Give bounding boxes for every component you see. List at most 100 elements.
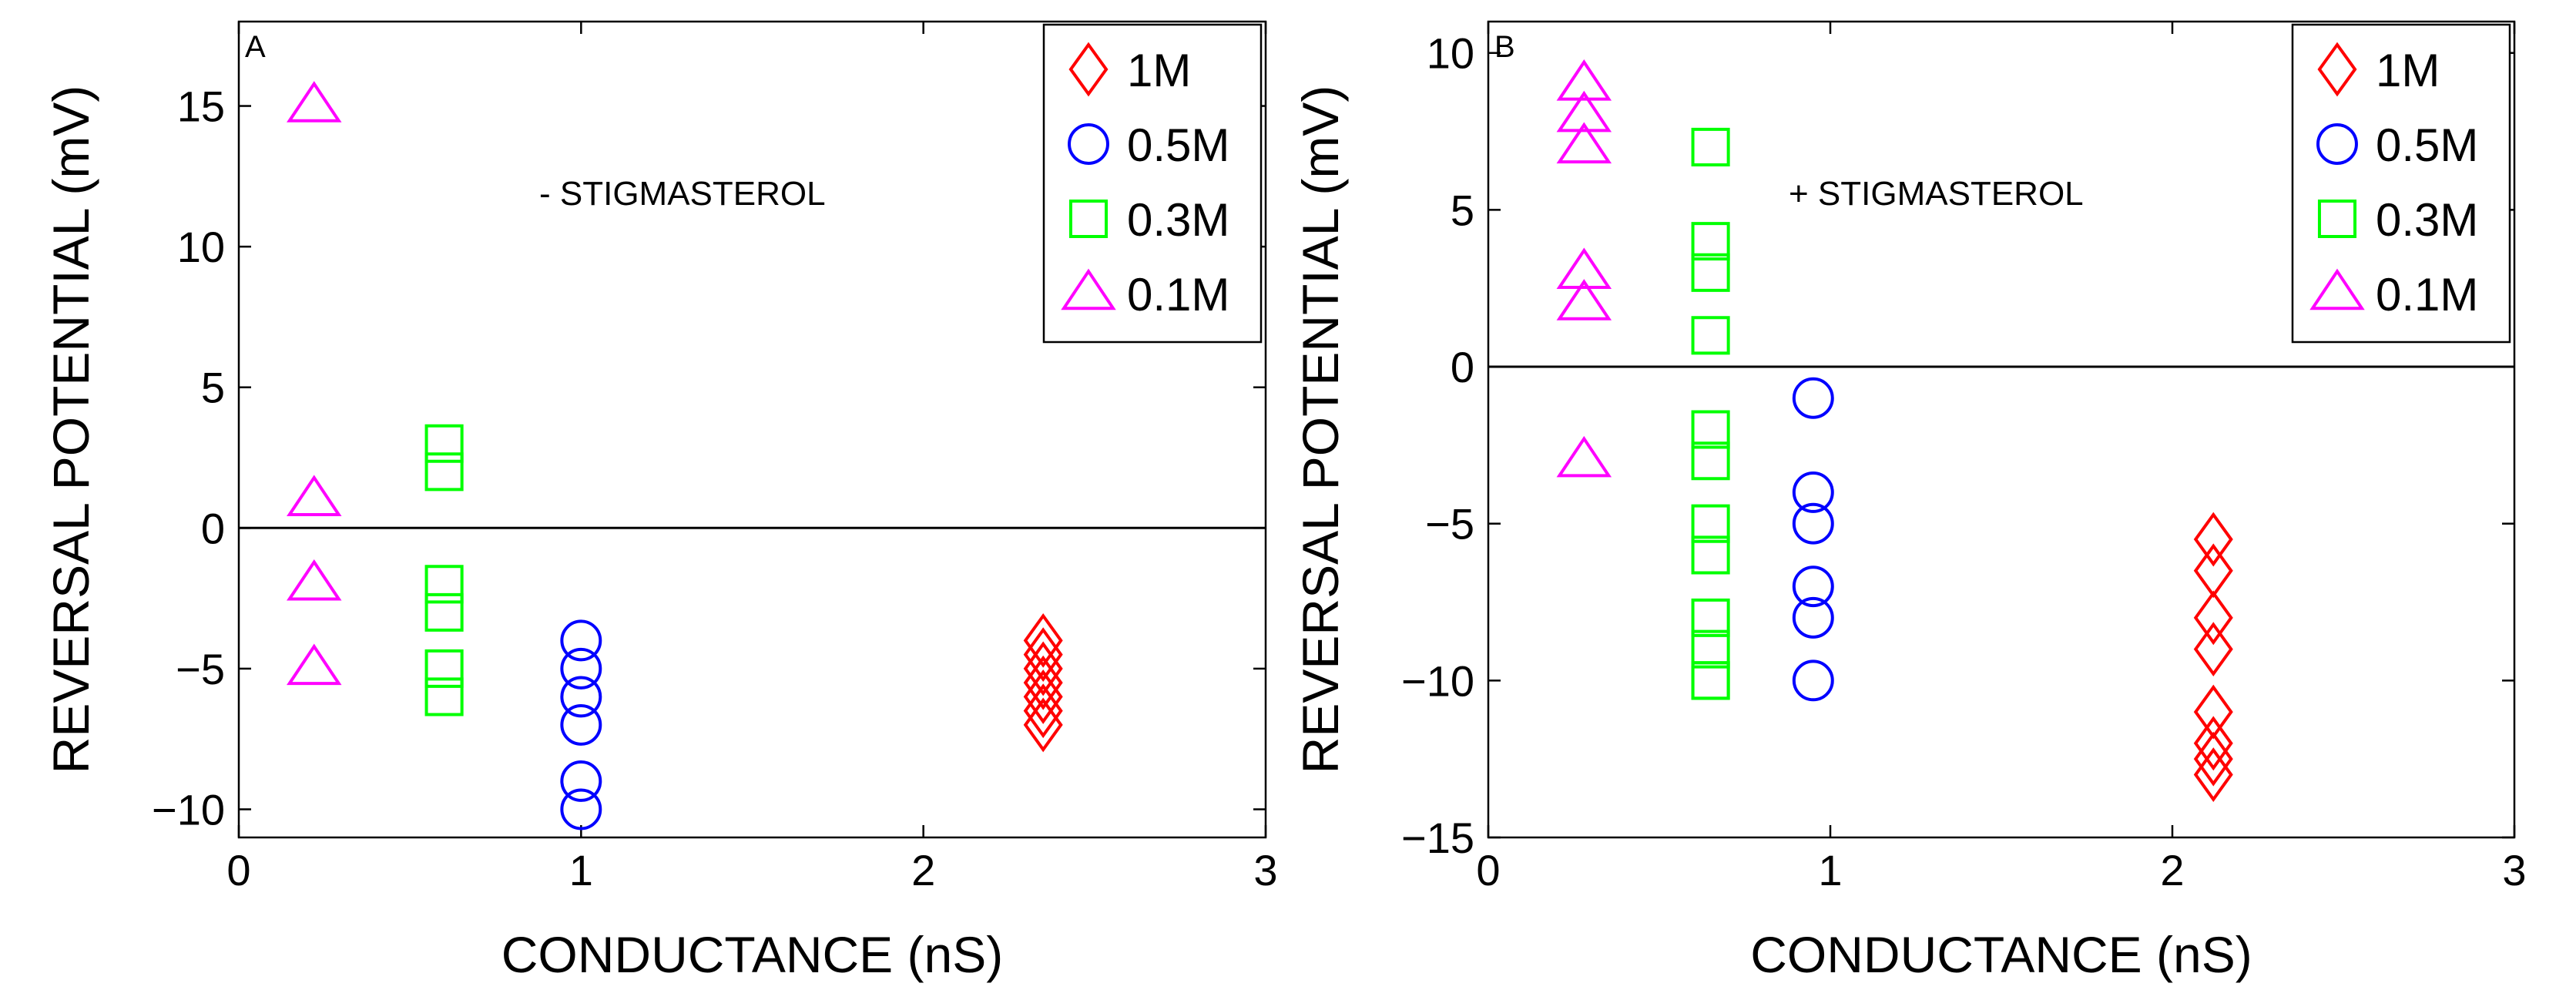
series-0p5m <box>560 619 602 831</box>
panel-label: A <box>245 30 266 64</box>
legend-label: 0.1M <box>2376 269 2478 320</box>
y-tick-label: 5 <box>201 364 225 412</box>
x-axis-label: CONDUCTANCE (nS) <box>1750 926 2252 983</box>
data-point-diamond <box>1023 655 1063 710</box>
x-tick-label: 0 <box>1476 846 1500 894</box>
y-tick-label: 10 <box>1427 29 1474 78</box>
y-tick-label: 10 <box>177 223 225 271</box>
x-tick-label: 2 <box>911 846 935 894</box>
x-tick-label: 3 <box>2502 846 2526 894</box>
panel-label: B <box>1494 30 1515 64</box>
y-tick-label: −10 <box>1401 656 1474 705</box>
x-tick-label: 3 <box>1253 846 1277 894</box>
data-point-square <box>424 677 464 716</box>
data-point-diamond <box>1023 669 1063 724</box>
series-0p3m <box>424 424 464 716</box>
data-point-circle <box>560 647 602 690</box>
data-point-square <box>1691 127 1730 166</box>
legend-marker-square <box>2317 199 2357 239</box>
data-point-triangle <box>1556 90 1612 133</box>
data-point-diamond <box>2193 622 2233 677</box>
legend-label: 1M <box>2376 45 2440 96</box>
data-point-triangle <box>287 475 342 516</box>
plot-frame <box>1487 20 2516 839</box>
y-axis-label: REVERSAL POTENTIAL (mV) <box>1292 86 1349 774</box>
legend-marker-square <box>1068 199 1109 239</box>
series-0p1m <box>1556 59 1612 478</box>
x-axis-label: CONDUCTANCE (nS) <box>501 926 1003 983</box>
y-tick-label: −10 <box>152 785 225 834</box>
stigmasterol-annotation: - STIGMASTEROL <box>539 175 826 213</box>
data-point-diamond <box>1023 683 1063 739</box>
y-tick-label: −5 <box>176 645 225 693</box>
data-point-circle <box>560 676 602 718</box>
data-point-square <box>1691 316 1730 355</box>
legend-label: 1M <box>1127 45 1191 96</box>
plot-frame <box>237 20 1267 839</box>
legend-box <box>1042 23 1263 344</box>
data-point-square <box>1691 441 1730 481</box>
data-point-circle <box>560 760 602 802</box>
data-point-diamond <box>1023 612 1063 668</box>
data-point-square <box>424 592 464 632</box>
data-point-diamond <box>1023 641 1063 696</box>
data-point-square <box>1691 253 1730 292</box>
legend-marker-diamond <box>1068 42 1109 97</box>
data-point-square <box>1691 535 1730 575</box>
series-1m <box>1023 612 1063 753</box>
data-point-circle <box>1792 596 1834 639</box>
data-point-triangle <box>287 81 342 122</box>
y-tick-label: 5 <box>1451 186 1474 234</box>
legend-label: 0.3M <box>1127 194 1229 246</box>
x-tick-label: 1 <box>569 846 593 894</box>
data-point-diamond <box>1023 627 1063 683</box>
data-point-triangle <box>287 643 342 686</box>
x-tick-label: 0 <box>226 846 250 894</box>
data-point-triangle <box>1556 435 1612 478</box>
y-tick-label: 0 <box>201 504 225 552</box>
chart-panel-a: 0 1 2 3 −10 −5 0 5 10 15 CONDUCTANCE (nS) REVERSAL … <box>42 20 1278 983</box>
data-point-triangle <box>1556 59 1612 101</box>
legend-label: 0.5M <box>1127 119 1229 171</box>
data-point-triangle <box>287 559 342 601</box>
legend-box <box>2291 23 2511 344</box>
series-0p1m <box>287 81 342 686</box>
legend-marker-triangle <box>1061 268 1116 310</box>
legend: 1M 0.5M 0.3M 0.1M <box>1042 23 1263 344</box>
series-0p5m <box>1792 377 1834 702</box>
data-point-diamond <box>2193 512 2233 567</box>
data-point-circle <box>1792 377 1834 419</box>
data-point-triangle <box>1556 247 1612 290</box>
series-0p3m <box>1691 127 1730 700</box>
data-point-circle <box>560 619 602 662</box>
legend: 1M 0.5M 0.3M 0.1M <box>2291 23 2511 344</box>
data-point-circle <box>560 788 602 831</box>
y-tick-label: −5 <box>1425 500 1474 549</box>
y-axis-label: REVERSAL POTENTIAL (mV) <box>42 86 99 774</box>
legend-label: 0.3M <box>2376 194 2478 246</box>
data-point-diamond <box>2193 716 2233 771</box>
data-point-circle <box>1792 659 1834 702</box>
series-1m <box>2193 512 2233 802</box>
data-point-square <box>424 452 464 492</box>
legend-marker-diamond <box>2317 42 2357 97</box>
x-tick-label: 2 <box>2160 846 2184 894</box>
y-tick-label: −15 <box>1401 814 1474 862</box>
data-point-diamond <box>2193 590 2233 646</box>
data-point-diamond <box>1023 697 1063 753</box>
data-point-circle <box>1792 502 1834 545</box>
x-tick-label: 1 <box>1818 846 1842 894</box>
legend-marker-triangle <box>2309 268 2365 310</box>
data-point-circle <box>1792 565 1834 608</box>
y-tick-label: 15 <box>177 82 225 131</box>
legend-marker-circle <box>1068 123 1109 165</box>
data-point-triangle <box>1556 122 1612 164</box>
data-point-circle <box>1792 471 1834 513</box>
data-point-circle <box>560 703 602 746</box>
chart-panel-b: 0 1 2 3 −15 −10 −5 0 5 10 CONDUCTANCE (nS) REVERSAL… <box>1292 20 2527 983</box>
data-point-square <box>1691 661 1730 700</box>
stigmasterol-annotation: + STIGMASTEROL <box>1789 175 2084 213</box>
data-point-diamond <box>2193 747 2233 802</box>
